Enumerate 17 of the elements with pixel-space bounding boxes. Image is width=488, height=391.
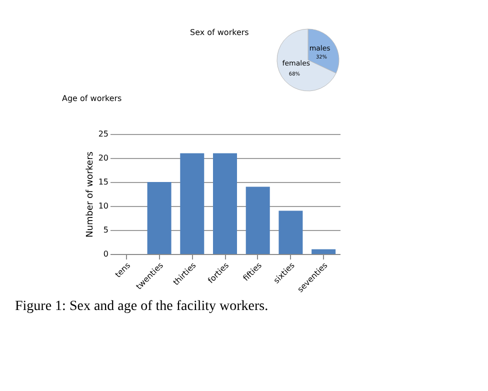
bar	[147, 182, 172, 254]
chart-title: Age of workers	[62, 94, 122, 103]
bar	[246, 186, 270, 254]
y-tick-label: 10	[98, 202, 108, 210]
y-axis-title: Number of workers	[85, 151, 96, 238]
bar	[180, 153, 204, 254]
chart-title: Sex of workers	[190, 28, 249, 37]
y-tick-label: 20	[98, 154, 108, 162]
pie-slice	[276, 28, 336, 92]
y-tick-label: 5	[103, 226, 108, 234]
bar	[213, 153, 237, 254]
bar	[278, 210, 303, 254]
bar	[312, 249, 336, 254]
caption: Figure 1: Sex and age of the facility workers.	[15, 299, 268, 314]
y-tick-label: 0	[103, 250, 108, 258]
y-tick-label: 15	[98, 178, 108, 186]
y-tick-label: 25	[98, 130, 108, 138]
